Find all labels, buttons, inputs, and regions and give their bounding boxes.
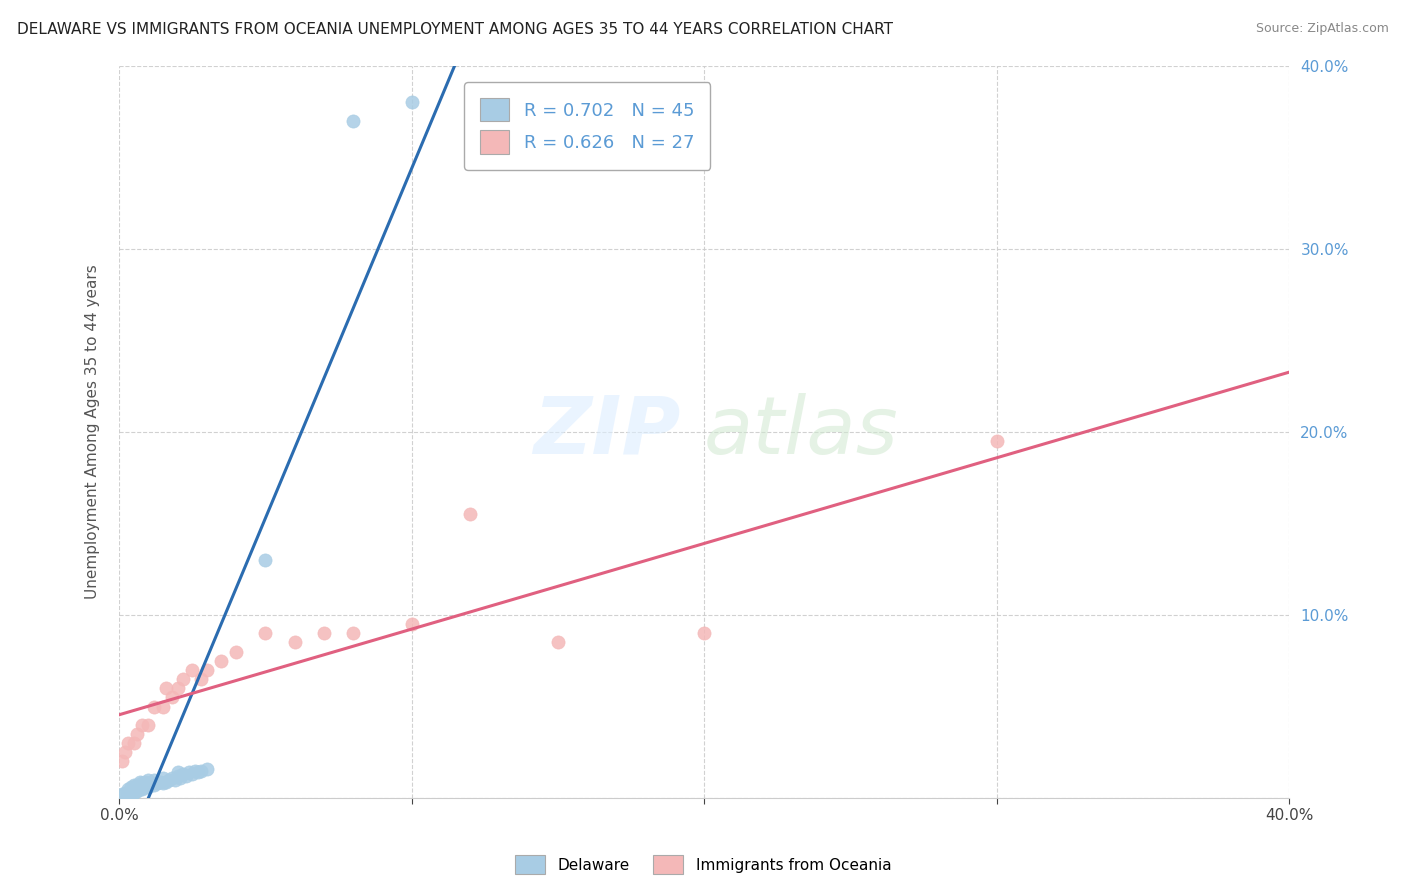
- Point: [155, 681, 177, 696]
- Point: [134, 774, 156, 789]
- Point: [117, 781, 139, 796]
- Point: [120, 786, 142, 800]
- Point: [136, 780, 159, 794]
- Point: [254, 553, 277, 567]
- Text: ZIP: ZIP: [533, 392, 681, 471]
- Point: [125, 778, 148, 792]
- Point: [458, 507, 481, 521]
- Point: [128, 781, 150, 796]
- Point: [160, 690, 183, 705]
- Point: [143, 778, 166, 792]
- Point: [342, 626, 364, 640]
- Point: [136, 772, 159, 787]
- Point: [693, 626, 716, 640]
- Point: [312, 626, 335, 640]
- Point: [152, 699, 174, 714]
- Point: [181, 663, 204, 677]
- Point: [195, 762, 218, 776]
- Point: [125, 727, 148, 741]
- Point: [190, 764, 212, 778]
- Point: [209, 654, 232, 668]
- Point: [131, 781, 153, 796]
- Point: [131, 718, 153, 732]
- Point: [342, 113, 364, 128]
- Point: [166, 769, 188, 783]
- Point: [128, 774, 150, 789]
- Point: [163, 772, 186, 787]
- Point: [547, 635, 569, 649]
- Point: [184, 764, 207, 778]
- Point: [131, 776, 153, 790]
- Point: [146, 776, 169, 790]
- Text: atlas: atlas: [704, 392, 898, 471]
- Point: [155, 774, 177, 789]
- Point: [284, 635, 307, 649]
- Point: [187, 765, 209, 780]
- Point: [176, 769, 198, 783]
- Point: [143, 772, 166, 787]
- Point: [111, 755, 134, 769]
- Point: [117, 736, 139, 750]
- Text: Source: ZipAtlas.com: Source: ZipAtlas.com: [1256, 22, 1389, 36]
- Point: [120, 780, 142, 794]
- Point: [254, 626, 277, 640]
- Legend: R = 0.702   N = 45, R = 0.626   N = 27: R = 0.702 N = 45, R = 0.626 N = 27: [464, 82, 710, 169]
- Point: [225, 644, 247, 658]
- Y-axis label: Unemployment Among Ages 35 to 44 years: Unemployment Among Ages 35 to 44 years: [86, 264, 100, 599]
- Point: [117, 788, 139, 802]
- Point: [134, 780, 156, 794]
- Point: [125, 783, 148, 797]
- Point: [122, 778, 145, 792]
- Point: [172, 672, 194, 686]
- Point: [122, 736, 145, 750]
- Point: [179, 765, 201, 780]
- Point: [128, 778, 150, 792]
- Point: [172, 767, 194, 781]
- Point: [152, 771, 174, 785]
- Point: [160, 771, 183, 785]
- Point: [190, 672, 212, 686]
- Legend: Delaware, Immigrants from Oceania: Delaware, Immigrants from Oceania: [509, 849, 897, 880]
- Point: [111, 788, 134, 802]
- Point: [986, 434, 1008, 448]
- Point: [136, 776, 159, 790]
- Point: [136, 718, 159, 732]
- Point: [143, 699, 166, 714]
- Point: [149, 774, 172, 789]
- Point: [122, 786, 145, 800]
- Point: [114, 786, 136, 800]
- Point: [169, 771, 191, 785]
- Point: [166, 765, 188, 780]
- Point: [181, 767, 204, 781]
- Point: [122, 781, 145, 796]
- Point: [157, 772, 180, 787]
- Point: [152, 776, 174, 790]
- Text: DELAWARE VS IMMIGRANTS FROM OCEANIA UNEMPLOYMENT AMONG AGES 35 TO 44 YEARS CORRE: DELAWARE VS IMMIGRANTS FROM OCEANIA UNEM…: [17, 22, 893, 37]
- Point: [166, 681, 188, 696]
- Point: [114, 745, 136, 759]
- Point: [401, 617, 423, 632]
- Point: [401, 95, 423, 110]
- Point: [195, 663, 218, 677]
